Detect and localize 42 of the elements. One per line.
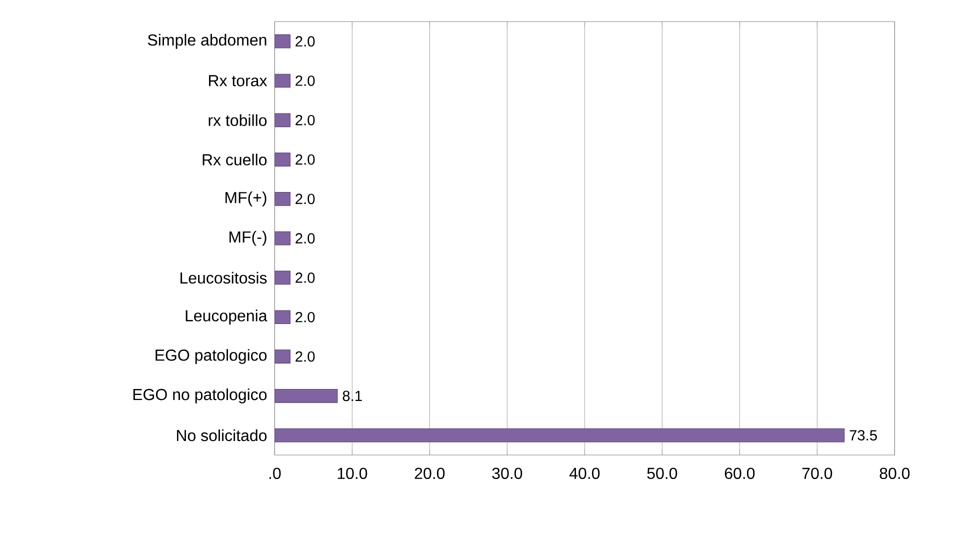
y-tick-label: No solicitado	[177, 429, 267, 442]
data-label: 2.0	[296, 272, 315, 283]
x-tick-label: .0	[269, 468, 281, 480]
x-tick-label: 10.0	[338, 468, 368, 480]
x-tick-label: 70.0	[802, 468, 832, 480]
bar	[274, 152, 290, 166]
data-label: 2.0	[296, 154, 315, 165]
x-tick-label: 40.0	[569, 468, 600, 480]
bar	[274, 231, 290, 246]
bar	[274, 74, 290, 88]
y-tick-label: Leucositosis	[180, 272, 267, 284]
x-tick-label: 30.0	[492, 468, 522, 480]
data-label: 73.5	[850, 430, 877, 440]
y-tick-label: MF(-)	[230, 230, 266, 246]
bar	[274, 388, 338, 403]
x-tick-label: 80.0	[880, 468, 910, 480]
x-tick-label: 50.0	[647, 468, 678, 480]
bar	[274, 192, 290, 206]
y-tick-label: EGO no patologico	[133, 388, 267, 404]
bar	[274, 270, 290, 285]
bar	[274, 113, 290, 128]
bar	[274, 350, 290, 364]
data-label: 2.0	[296, 351, 315, 362]
data-label: 2.0	[296, 312, 315, 322]
data-label: 2.0	[296, 76, 315, 86]
bar	[274, 428, 845, 442]
y-tick-label: EGO patologico	[156, 349, 267, 364]
y-tick-label: Rx cuello	[202, 154, 267, 166]
y-tick-label: Leucopenia	[186, 310, 268, 325]
data-label: 8.1	[342, 390, 362, 402]
data-label: 2.0	[296, 194, 315, 204]
y-tick-label: Rx torax	[209, 75, 268, 86]
x-tick-label: 60.0	[724, 468, 755, 480]
data-label: 2.0	[296, 36, 315, 47]
y-tick-label: rx tobillo	[208, 114, 267, 126]
x-tick-label: 20.0	[414, 468, 445, 480]
data-label: 2.0	[296, 114, 315, 126]
y-tick-label: Simple abdomen	[148, 34, 266, 49]
y-tick-label: MF(+)	[226, 191, 266, 206]
data-label: 2.0	[296, 233, 315, 244]
bar	[274, 34, 290, 48]
bar	[274, 310, 290, 324]
